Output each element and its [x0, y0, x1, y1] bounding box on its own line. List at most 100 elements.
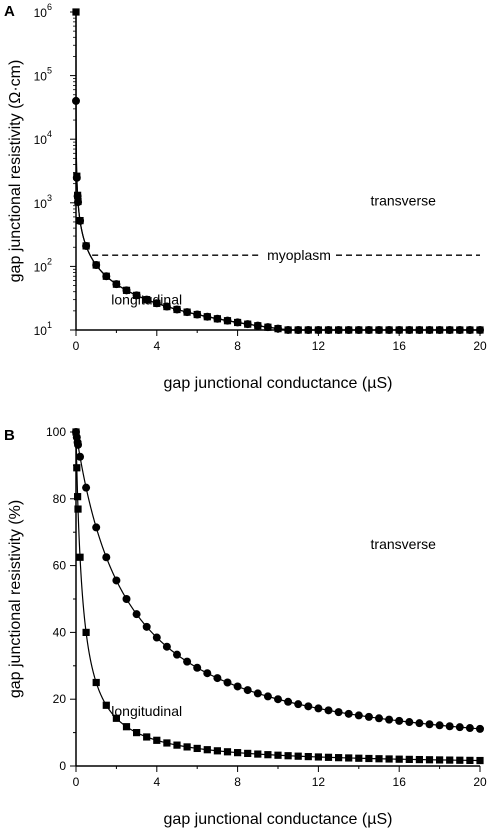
longitudinal-point [203, 312, 212, 321]
longitudinal-point [405, 325, 414, 334]
longitudinal-point [72, 173, 81, 182]
longitudinal-point [213, 674, 222, 683]
y-tick-exponent: 2 [47, 256, 52, 266]
transverse-point [425, 756, 434, 764]
transverse-point [133, 729, 141, 737]
x-tick-label: 20 [473, 339, 487, 353]
longitudinal-point [354, 711, 363, 720]
transverse-point [254, 750, 262, 758]
longitudinal-point [243, 686, 252, 695]
y-tick-label: 60 [53, 559, 67, 573]
longitudinal-point [354, 325, 363, 334]
longitudinal-point [465, 325, 474, 334]
longitudinal-point [375, 714, 383, 723]
longitudinal-point [284, 697, 293, 706]
transverse-point [74, 493, 82, 501]
longitudinal-point [263, 692, 272, 701]
transverse-point [74, 505, 82, 513]
transverse-point [294, 752, 302, 760]
longitudinal-point [233, 318, 242, 327]
panel-label-a: A [4, 3, 15, 20]
longitudinal-point [92, 261, 101, 270]
longitudinal-point [314, 704, 323, 713]
longitudinal-point [364, 712, 373, 721]
longitudinal-point [364, 325, 373, 334]
x-tick-label: 12 [312, 339, 326, 353]
transverse-point [102, 701, 110, 709]
longitudinal-point [102, 553, 111, 562]
longitudinal-point [395, 716, 404, 725]
transverse-point [92, 678, 100, 687]
x-tick-label: 8 [234, 339, 241, 353]
longitudinal-point [445, 325, 454, 334]
longitudinal-point [425, 325, 434, 334]
longitudinal-point [476, 724, 484, 733]
longitudinal-point [73, 192, 82, 201]
series-annotation: transverse [371, 193, 437, 209]
transverse-point [284, 752, 292, 760]
transverse-point [395, 755, 403, 763]
y-tick-base: 10 [34, 133, 48, 147]
transverse-point [213, 747, 221, 755]
x-tick-label: 12 [312, 775, 326, 789]
longitudinal-point [304, 702, 313, 711]
x-axis-title: gap junctional conductance (µS) [164, 811, 393, 828]
transverse-point [183, 743, 191, 751]
longitudinal-point [183, 657, 192, 666]
transverse-point [244, 749, 252, 757]
longitudinal-point [193, 663, 202, 672]
y-tick-exponent: 3 [47, 193, 52, 203]
longitudinal-point [465, 724, 474, 733]
transverse-point [234, 749, 242, 757]
transverse-point [122, 723, 131, 731]
series-annotation: longitudinal [111, 703, 182, 719]
longitudinal-point [294, 700, 303, 709]
y-tick-exponent: 4 [47, 129, 52, 139]
panel-label-b: B [4, 427, 15, 444]
longitudinal-point [263, 323, 272, 332]
y-tick-label: 0 [59, 759, 66, 773]
transverse-curve [75, 12, 480, 331]
y-tick-label: 102 [34, 256, 52, 274]
transverse-point [324, 753, 333, 761]
longitudinal-point [132, 610, 141, 619]
longitudinal-point [233, 682, 242, 691]
y-tick-exponent: 1 [47, 320, 52, 330]
longitudinal-point [112, 280, 121, 289]
longitudinal-point [112, 576, 121, 585]
longitudinal-point [385, 715, 394, 724]
x-tick-label: 0 [73, 775, 80, 789]
longitudinal-point [223, 678, 232, 687]
longitudinal-point [183, 308, 192, 317]
x-tick-label: 0 [73, 339, 80, 353]
y-tick-label: 100 [46, 425, 66, 439]
x-tick-label: 4 [153, 339, 160, 353]
transverse-point [345, 754, 353, 762]
longitudinal-point [344, 325, 353, 334]
longitudinal-point [122, 286, 131, 295]
longitudinal-point [435, 721, 444, 730]
longitudinal-point [435, 325, 444, 334]
longitudinal-point [294, 325, 303, 334]
x-tick-label: 16 [393, 339, 407, 353]
transverse-point [73, 464, 81, 472]
longitudinal-point [243, 320, 252, 329]
transverse-point [173, 741, 181, 749]
x-axis-title: gap junctional conductance (µS) [164, 375, 393, 392]
longitudinal-point [405, 718, 414, 727]
transverse-point [112, 714, 120, 722]
x-tick-label: 20 [473, 775, 487, 789]
longitudinal-point [274, 695, 282, 704]
longitudinal-point [74, 198, 83, 207]
y-axis-title: gap junctional resistivity (Ω·cm) [7, 60, 24, 283]
longitudinal-point [213, 314, 222, 323]
longitudinal-point [72, 96, 80, 105]
longitudinal-point [395, 325, 404, 334]
transverse-point [415, 755, 423, 764]
y-tick-label: 103 [34, 193, 52, 211]
y-tick-label: 105 [34, 66, 52, 84]
longitudinal-point [76, 216, 85, 225]
transverse-point [274, 751, 282, 759]
longitudinal-point [82, 241, 91, 250]
